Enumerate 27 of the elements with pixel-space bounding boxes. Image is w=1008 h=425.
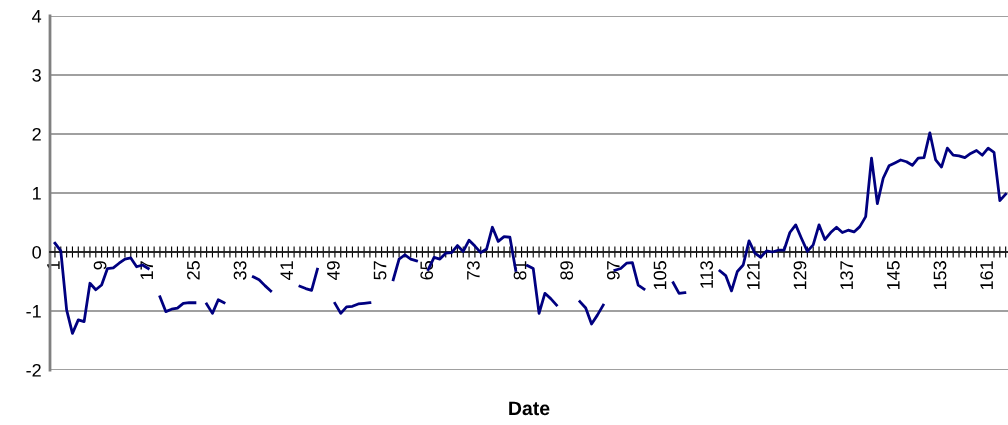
x-tick-label: 25 xyxy=(187,261,200,280)
x-tick-label: 97 xyxy=(606,261,620,280)
y-tick-label: -2 xyxy=(26,363,41,377)
x-tick-label: 33 xyxy=(233,261,247,280)
y-tick-label: 1 xyxy=(33,187,41,200)
y-tick-label: -1 xyxy=(26,305,41,318)
x-tick-label: 121 xyxy=(746,261,760,290)
x-tick-label: 49 xyxy=(326,261,340,280)
x-tick-label: 129 xyxy=(793,261,807,290)
x-tick-label: 113 xyxy=(700,261,714,288)
x-tick-label: 89 xyxy=(560,261,574,280)
x-tick-label: 137 xyxy=(840,261,854,290)
x-axis-title: Date xyxy=(509,401,550,416)
x-tick-label: 65 xyxy=(420,261,434,280)
x-tick-label: 9 xyxy=(93,261,107,270)
x-tick-label: 17 xyxy=(140,261,153,280)
x-tick-label: 145 xyxy=(887,261,900,290)
y-tick-label: 2 xyxy=(32,127,41,141)
x-tick-label: 57 xyxy=(373,261,387,280)
y-tick-label: 0 xyxy=(32,245,41,259)
x-tick-label: 105 xyxy=(653,261,667,290)
y-tick-label: 3 xyxy=(32,68,41,82)
x-tick-label: 41 xyxy=(280,261,293,280)
x-tick-label: 153 xyxy=(933,261,947,290)
x-tick-label: 161 xyxy=(980,261,994,290)
x-tick-label: 73 xyxy=(466,261,480,280)
y-tick-label: 4 xyxy=(32,10,42,23)
